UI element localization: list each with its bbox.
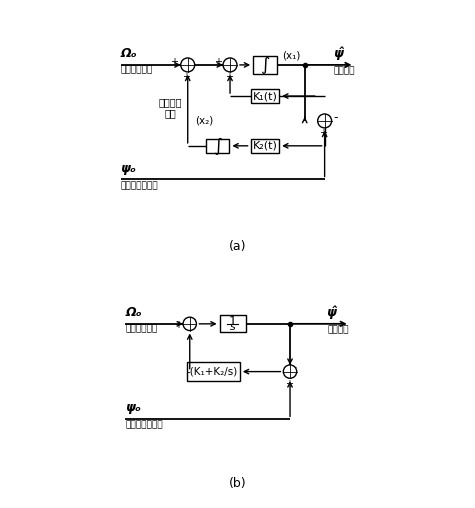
Bar xyxy=(187,362,240,381)
Bar xyxy=(251,139,279,153)
Text: 陀螺信号输出: 陀螺信号输出 xyxy=(121,66,153,74)
Text: K₂(t): K₂(t) xyxy=(252,141,277,151)
Circle shape xyxy=(223,58,237,72)
Text: -(K₁+K₂/s): -(K₁+K₂/s) xyxy=(187,367,238,376)
Text: +: + xyxy=(171,57,179,67)
Text: s: s xyxy=(230,323,236,332)
Text: 1: 1 xyxy=(229,315,237,328)
Text: Ωₒ: Ωₒ xyxy=(125,306,142,319)
Text: 倾角计信号输出: 倾角计信号输出 xyxy=(125,421,163,430)
Text: 倾角估计: 倾角估计 xyxy=(327,325,349,334)
Bar xyxy=(253,56,277,74)
Text: 陀螺零偏: 陀螺零偏 xyxy=(159,97,182,107)
Text: -: - xyxy=(292,362,296,372)
Text: +: + xyxy=(225,72,233,82)
Text: -: - xyxy=(334,111,338,124)
Text: (a): (a) xyxy=(229,240,246,253)
Bar xyxy=(206,139,229,153)
Text: +: + xyxy=(214,57,221,67)
Text: 倾角计信号输出: 倾角计信号输出 xyxy=(121,181,158,190)
Circle shape xyxy=(181,58,195,72)
Bar xyxy=(219,315,246,332)
Text: ψ̂: ψ̂ xyxy=(326,306,335,319)
Text: ψₒ: ψₒ xyxy=(121,162,136,175)
Text: 陀螺信号输出: 陀螺信号输出 xyxy=(125,324,158,333)
Text: Ωₒ: Ωₒ xyxy=(121,47,137,60)
Text: -: - xyxy=(192,314,196,324)
Text: (x₂): (x₂) xyxy=(195,116,213,126)
Text: (x₁): (x₁) xyxy=(282,50,300,60)
Text: (b): (b) xyxy=(228,478,247,490)
Text: ∫: ∫ xyxy=(260,56,270,74)
Text: +: + xyxy=(319,129,327,138)
Circle shape xyxy=(284,365,297,378)
Text: ψ̂: ψ̂ xyxy=(333,47,343,60)
Text: +: + xyxy=(285,378,293,389)
Circle shape xyxy=(318,114,332,128)
Text: 估计: 估计 xyxy=(164,109,176,118)
Text: ∫: ∫ xyxy=(213,137,222,155)
Text: 倾角估计: 倾角估计 xyxy=(334,67,355,76)
Text: ψₒ: ψₒ xyxy=(125,401,141,415)
Text: +: + xyxy=(182,72,190,82)
Bar xyxy=(251,89,279,103)
Text: K₁(t): K₁(t) xyxy=(252,91,277,101)
Circle shape xyxy=(183,317,197,331)
Text: +: + xyxy=(174,320,182,330)
